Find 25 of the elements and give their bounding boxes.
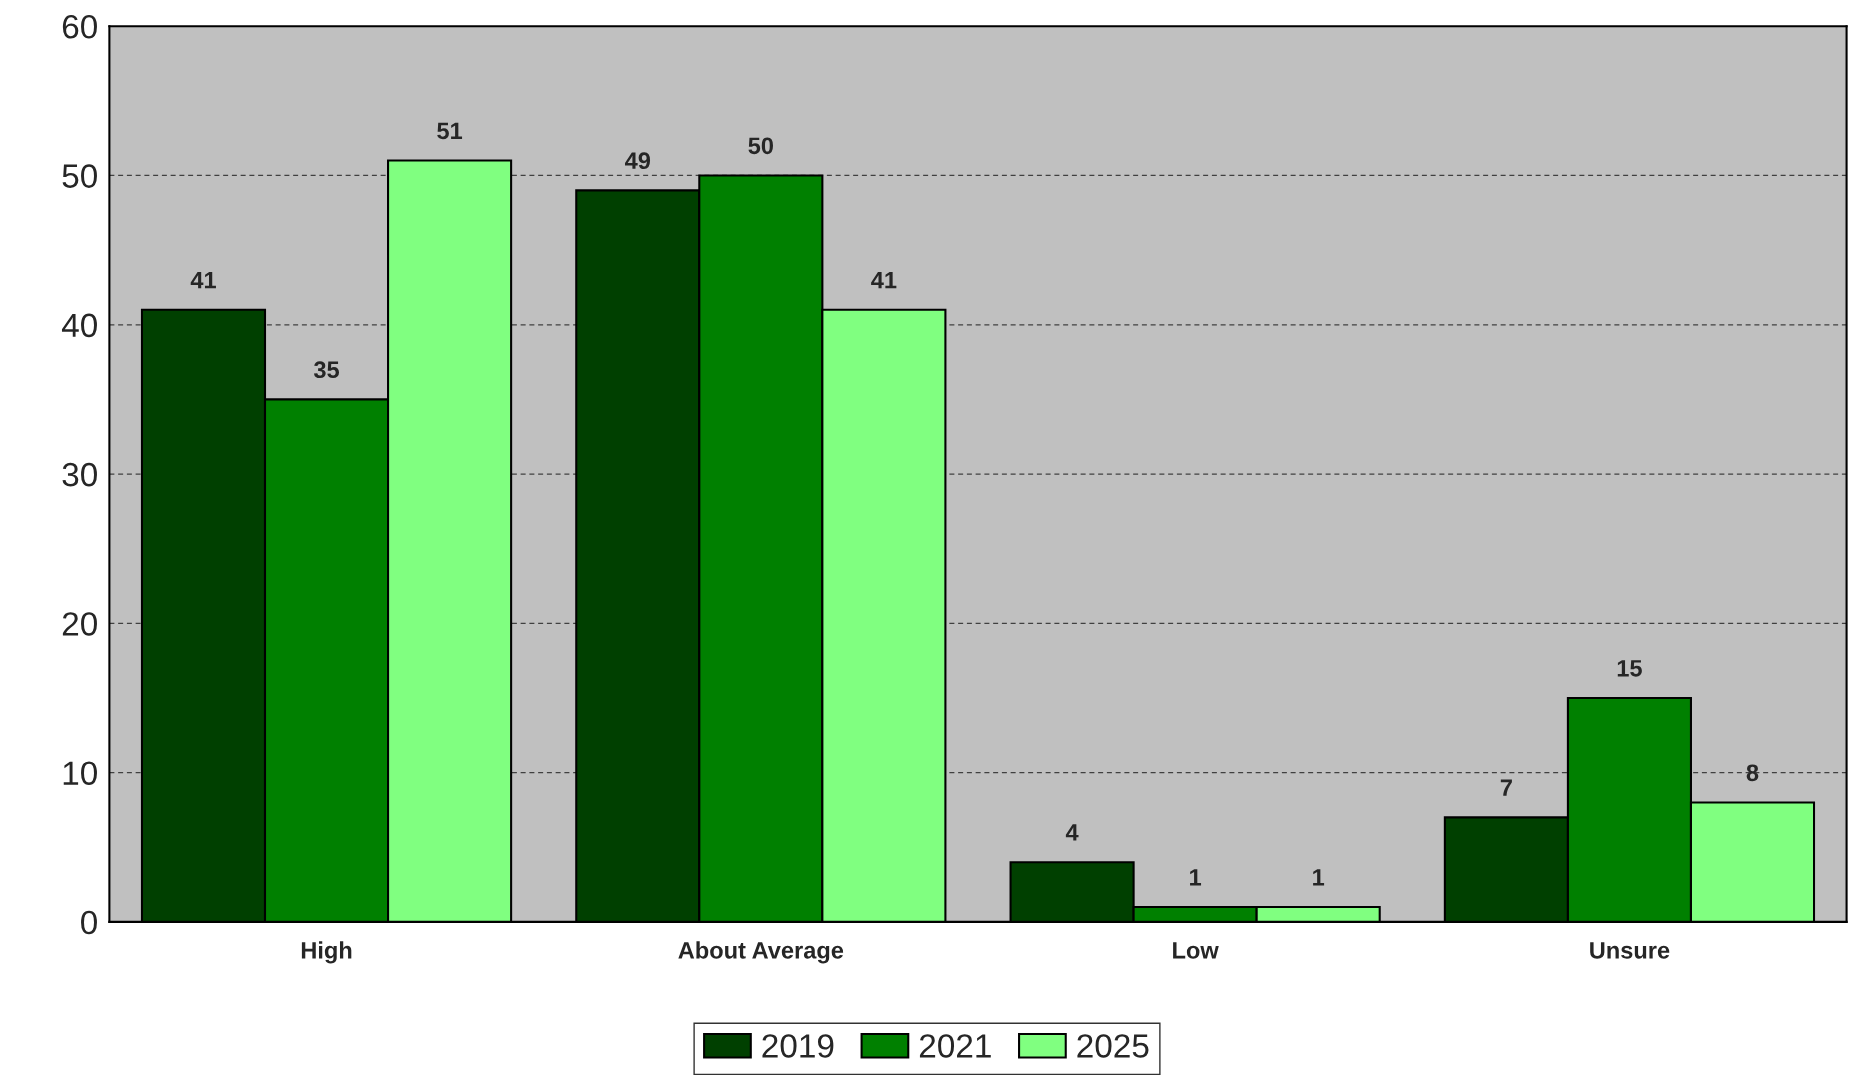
data-label: 50	[748, 137, 773, 155]
y-tick-label: 40	[61, 313, 97, 338]
data-label: 1	[1190, 869, 1202, 886]
y-tick-label: 30	[62, 462, 97, 487]
legend-label: 2025	[1077, 1034, 1149, 1058]
data-label: 7	[1500, 779, 1512, 796]
y-tick-label: 20	[62, 612, 97, 636]
data-label: 4	[1065, 824, 1079, 841]
data-label: 51	[437, 122, 463, 140]
x-tick-label: About Average	[678, 941, 844, 964]
data-label: 15	[1617, 660, 1642, 677]
y-tick-label: 10	[63, 761, 97, 786]
x-tick-label: High	[301, 941, 352, 964]
x-tick-label: Unsure	[1590, 942, 1670, 959]
data-label: 41	[871, 272, 897, 289]
y-tick-label: 50	[62, 164, 97, 188]
data-label: 1	[1313, 869, 1325, 886]
x-tick-label: Low	[1173, 942, 1219, 959]
legend-label: 2019	[762, 1034, 834, 1058]
data-label: 35	[313, 361, 340, 379]
y-tick-label: 60	[62, 14, 97, 39]
legend-label: 2021	[919, 1034, 991, 1058]
data-label: 41	[190, 272, 216, 289]
data-label: 49	[625, 152, 651, 170]
y-tick-label: 0	[81, 910, 97, 935]
